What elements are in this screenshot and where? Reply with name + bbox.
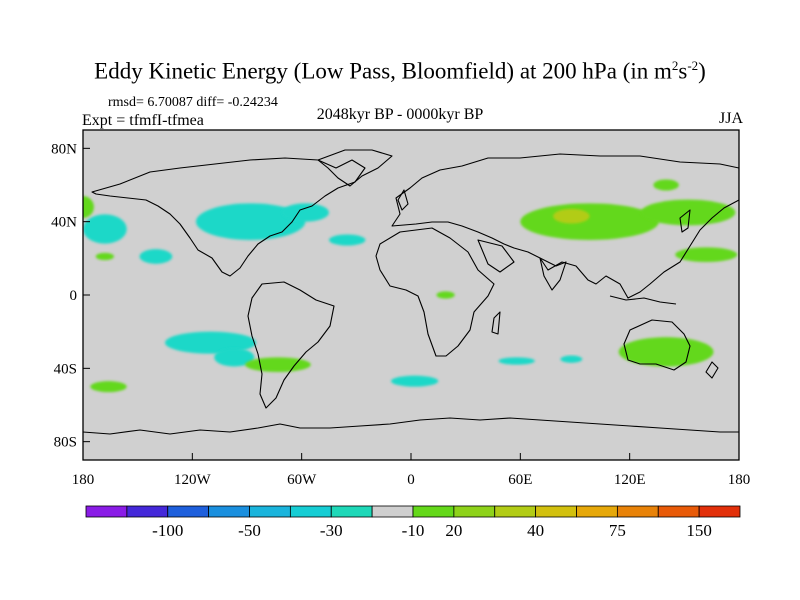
x-tick-label: 120W [174, 472, 212, 488]
india-coast [539, 257, 567, 291]
colorbar-swatch [289, 505, 332, 518]
uk-coast [397, 189, 409, 211]
colorbar-swatch [576, 505, 618, 518]
colorbar-swatch [616, 505, 659, 518]
y-tick-label: 80S [54, 435, 77, 451]
anomaly-region-21 [95, 252, 114, 261]
eurasia-coast [391, 153, 739, 299]
colorbar-label: -30 [320, 521, 343, 540]
colorbar-label: -10 [402, 521, 425, 540]
colorbar-swatch [208, 505, 250, 518]
colorbar: -100 -50 -30 -10 20 40 75 150 [85, 505, 741, 540]
anomaly-region-17 [245, 357, 311, 372]
y-tick-label: 80N [51, 141, 77, 157]
anomaly-region-12 [553, 208, 590, 224]
anomaly-layer [83, 179, 738, 393]
colorbar-swatch [249, 505, 291, 518]
indonesia-coast [609, 295, 677, 305]
x-axis: 180 120W 60W 0 60E 120E 180 [72, 453, 751, 488]
x-tick-label: 60W [287, 472, 317, 488]
x-tick-label: 180 [728, 472, 751, 488]
japan-coast [679, 209, 691, 233]
anomaly-region-18 [90, 381, 127, 393]
colorbar-swatch [167, 505, 210, 518]
experiment-label: Expt = tfmfI-tfmea [82, 112, 204, 129]
y-axis: 80N 40N 0 40S 80S [51, 141, 90, 451]
colorbar-swatch [85, 505, 128, 518]
y-tick-label: 0 [70, 288, 78, 304]
anomaly-region-3 [83, 214, 127, 244]
colorbar-label: 75 [609, 521, 626, 540]
anomaly-region-20 [83, 196, 94, 218]
anomaly-region-19 [436, 291, 455, 299]
anomaly-region-1 [195, 203, 306, 241]
colorbar-label: -100 [152, 521, 183, 540]
season-label: JJA [718, 110, 743, 127]
south-america-coast [247, 281, 335, 409]
colorbar-label: 20 [445, 521, 462, 540]
colorbar-swatch [371, 505, 414, 518]
colorbar-label: 150 [686, 521, 712, 540]
stats-text: rmsd= 6.70087 diff= -0.24234 [108, 95, 278, 110]
arabia-coast [477, 239, 515, 273]
x-tick-label: 120E [614, 472, 646, 488]
coastline-layer [83, 149, 739, 435]
y-tick-label: 40S [54, 361, 77, 377]
north-america-coast [91, 157, 366, 277]
anomaly-region-2 [281, 203, 329, 222]
anomaly-region-9 [498, 357, 535, 365]
anomaly-region-13 [640, 199, 736, 226]
colorbar-swatch [657, 505, 700, 518]
anomaly-region-5 [165, 331, 257, 354]
anomaly-region-8 [390, 375, 439, 387]
anomaly-region-10 [560, 355, 583, 363]
anomaly-region-7 [329, 234, 366, 246]
madagascar-coast [491, 311, 501, 335]
new-zealand-coast [705, 361, 719, 379]
colorbar-swatch [494, 505, 537, 518]
colorbar-swatch [535, 505, 577, 518]
period-label: 2048kyr BP - 0000kyr BP [316, 106, 484, 123]
x-tick-label: 180 [72, 472, 95, 488]
anomaly-region-6 [214, 348, 255, 367]
anomaly-region-4 [139, 249, 173, 264]
australia-coast [623, 319, 691, 371]
map-background [83, 130, 739, 460]
colorbar-swatch [453, 505, 496, 518]
colorbar-label: 40 [527, 521, 544, 540]
colorbar-swatch [412, 505, 455, 518]
colorbar-swatch [698, 505, 741, 518]
greenland-coast [317, 149, 393, 187]
colorbar-swatch [330, 505, 373, 518]
anomaly-region-15 [675, 247, 738, 262]
colorbar-label: -50 [238, 521, 261, 540]
anomaly-region-14 [653, 179, 679, 191]
antarctica-coast [83, 417, 739, 435]
x-tick-label: 0 [407, 472, 415, 488]
y-tick-label: 40N [51, 215, 77, 231]
x-tick-label: 60E [508, 472, 532, 488]
colorbar-swatch [126, 505, 169, 518]
africa-coast [375, 227, 495, 357]
anomaly-region-11 [520, 203, 659, 241]
chart-title: Eddy Kinetic Energy (Low Pass, Bloomfiel… [94, 58, 706, 84]
